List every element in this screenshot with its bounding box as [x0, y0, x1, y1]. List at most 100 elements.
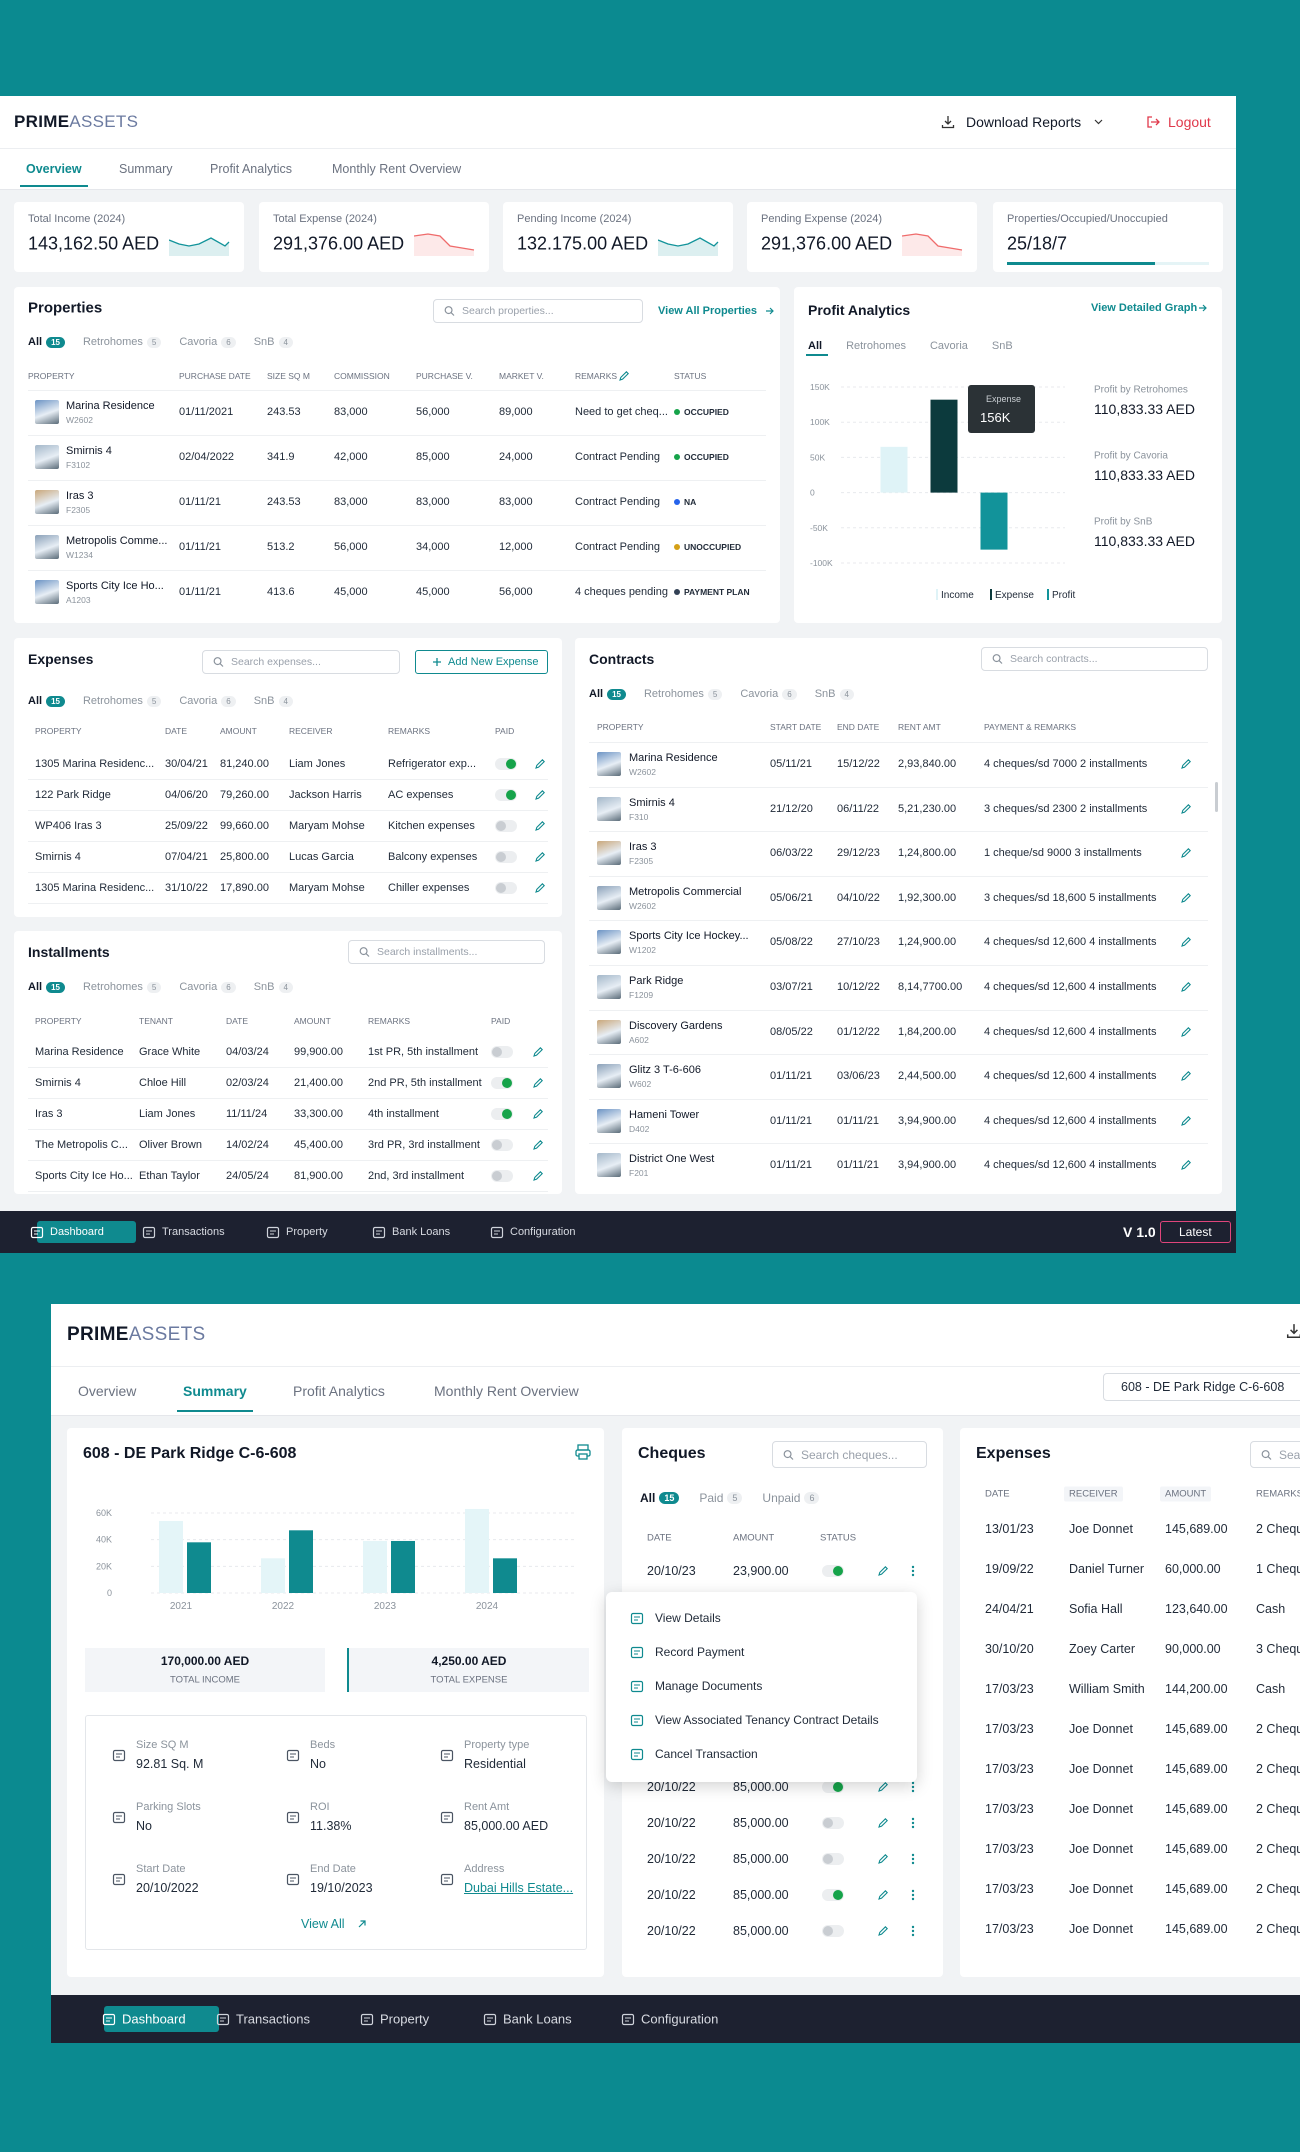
edit-icon[interactable]	[532, 1108, 544, 1120]
menu-item[interactable]: Record Payment	[655, 1645, 745, 1659]
menu-item[interactable]: View Associated Tenancy Contract Details	[655, 1713, 879, 1727]
edit-icon[interactable]	[1180, 1159, 1192, 1171]
edit-icon[interactable]	[1180, 803, 1192, 815]
nav-active-pill[interactable]	[37, 1221, 137, 1243]
edit-icon[interactable]	[877, 1853, 889, 1865]
edit-icon[interactable]	[532, 1077, 544, 1089]
edit-icon[interactable]	[534, 820, 546, 832]
paid-toggle[interactable]	[822, 1925, 844, 1937]
nav-item[interactable]: Dashboard	[122, 2011, 186, 2027]
download-reports[interactable]: Download Reports	[966, 114, 1082, 130]
nav-item[interactable]: Dashboard	[50, 1226, 104, 1238]
filter-tab[interactable]: Cavoria 6	[740, 688, 797, 700]
filter-tab[interactable]: All 15	[640, 1491, 680, 1505]
filter-tab[interactable]: All 15	[589, 688, 626, 700]
paid-toggle[interactable]	[495, 758, 517, 770]
filter-tab[interactable]: All	[808, 340, 822, 352]
tab[interactable]: Overview	[20, 162, 88, 188]
paid-toggle[interactable]	[491, 1108, 513, 1120]
filter-tab[interactable]: Retrohomes 5	[83, 695, 162, 707]
download-icon[interactable]	[941, 115, 955, 129]
logout-icon[interactable]	[1146, 115, 1160, 129]
view-all-link[interactable]: View All Properties	[658, 305, 758, 317]
filter-tab[interactable]: SnB 4	[254, 336, 293, 348]
nav-item[interactable]: Configuration	[641, 2011, 719, 2027]
edit-icon[interactable]	[1180, 847, 1192, 859]
menu-item[interactable]: Manage Documents	[655, 1679, 763, 1693]
edit-icon[interactable]	[877, 1781, 889, 1793]
add-expense-button[interactable]: Add New Expense	[415, 650, 548, 674]
edit-icon[interactable]	[534, 789, 546, 801]
more-icon[interactable]	[911, 1565, 915, 1577]
tab[interactable]: Summary	[119, 162, 173, 176]
paid-toggle[interactable]	[822, 1781, 844, 1793]
status[interactable]: PAYMENT PLAN	[684, 587, 750, 597]
logout[interactable]: Logout	[1168, 114, 1211, 130]
more-icon[interactable]	[911, 1889, 915, 1901]
more-icon[interactable]	[911, 1925, 915, 1937]
filter-tab[interactable]: Cavoria 6	[179, 695, 236, 707]
filter-tab[interactable]: SnB	[992, 340, 1013, 352]
search-input[interactable]: Search expenses...	[202, 650, 400, 674]
filter-tab[interactable]: All 15	[28, 336, 65, 348]
view-all-link[interactable]: View All	[301, 1917, 345, 1931]
edit-icon[interactable]	[534, 851, 546, 863]
filter-tab[interactable]: Retrohomes 5	[83, 981, 162, 993]
filter-tab[interactable]: Cavoria 6	[179, 336, 236, 348]
filter-tab[interactable]: Retrohomes 5	[644, 688, 723, 700]
paid-toggle[interactable]	[495, 789, 517, 801]
filter-tab[interactable]: Cavoria	[930, 340, 968, 352]
nav-item[interactable]: Configuration	[510, 1226, 576, 1238]
edit-icon[interactable]	[1180, 1026, 1192, 1038]
filter-tab[interactable]: Retrohomes 5	[83, 336, 162, 348]
filter-tab[interactable]: SnB 4	[254, 981, 293, 993]
filter-tab[interactable]: SnB 4	[254, 695, 293, 707]
paid-toggle[interactable]	[822, 1565, 844, 1577]
paid-toggle[interactable]	[491, 1139, 513, 1151]
view-graph-link[interactable]: View Detailed Graph	[1091, 302, 1198, 314]
tab[interactable]: Monthly Rent Overview	[434, 1383, 579, 1399]
paid-toggle[interactable]	[495, 820, 517, 832]
nav-item[interactable]: Property	[380, 2011, 430, 2027]
edit-icon[interactable]	[877, 1565, 889, 1577]
edit-icon[interactable]	[1180, 1070, 1192, 1082]
paid-toggle[interactable]	[822, 1853, 844, 1865]
edit-icon[interactable]	[532, 1170, 544, 1182]
filter-tab[interactable]: SnB 4	[815, 688, 854, 700]
paid-toggle[interactable]	[495, 851, 517, 863]
menu-item[interactable]: Cancel Transaction	[655, 1747, 758, 1761]
paid-toggle[interactable]	[822, 1817, 844, 1829]
search-input[interactable]: Search cheques...	[772, 1441, 927, 1468]
remarks-edit-icon[interactable]	[618, 370, 630, 382]
tab[interactable]: Overview	[78, 1383, 137, 1399]
nav-item[interactable]: Transactions	[162, 1226, 225, 1238]
download-icon[interactable]	[1286, 1323, 1300, 1339]
nav-item[interactable]: Bank Loans	[392, 1226, 451, 1238]
filter-tab[interactable]: All 15	[28, 695, 65, 707]
status[interactable]: OCCUPIED	[684, 407, 729, 417]
latest-badge[interactable]: Latest	[1160, 1221, 1231, 1243]
nav-item[interactable]: Bank Loans	[503, 2011, 572, 2027]
edit-icon[interactable]	[1180, 981, 1192, 993]
edit-icon[interactable]	[1180, 1115, 1192, 1127]
tab[interactable]: Profit Analytics	[210, 162, 292, 176]
tab[interactable]: Profit Analytics	[293, 1383, 385, 1399]
edit-icon[interactable]	[877, 1889, 889, 1901]
search-input[interactable]: Search contracts...	[981, 647, 1208, 671]
edit-icon[interactable]	[1180, 936, 1192, 948]
menu-item[interactable]: View Details	[655, 1611, 721, 1625]
paid-toggle[interactable]	[491, 1077, 513, 1089]
filter-tab[interactable]: Cavoria 6	[179, 981, 236, 993]
search-input[interactable]: Search installments...	[348, 940, 545, 964]
paid-toggle[interactable]	[491, 1170, 513, 1182]
filter-tab[interactable]: Paid 5	[699, 1491, 743, 1505]
search-input[interactable]: Sea	[1250, 1441, 1300, 1468]
paid-toggle[interactable]	[491, 1046, 513, 1058]
edit-icon[interactable]	[534, 758, 546, 770]
print-icon[interactable]	[574, 1443, 592, 1461]
filter-tab[interactable]: Retrohomes	[846, 340, 906, 352]
tab[interactable]: Monthly Rent Overview	[332, 162, 462, 176]
nav-item[interactable]: Transactions	[236, 2011, 310, 2027]
filter-tab[interactable]: All 15	[28, 981, 65, 993]
detail-value[interactable]: Dubai Hills Estate...	[464, 1881, 574, 1895]
